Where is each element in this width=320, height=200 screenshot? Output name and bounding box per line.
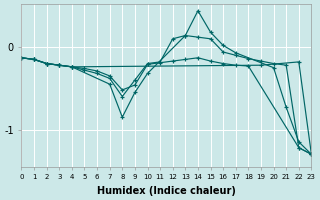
X-axis label: Humidex (Indice chaleur): Humidex (Indice chaleur) [97, 186, 236, 196]
